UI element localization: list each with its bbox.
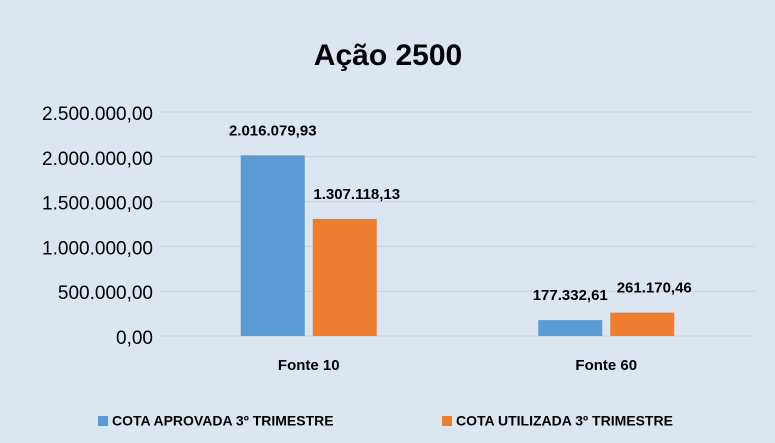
legend-swatch xyxy=(98,416,108,426)
legend-label: COTA APROVADA 3º TRIMESTRE xyxy=(112,413,334,429)
x-tick-label: Fonte 10 xyxy=(278,357,340,374)
y-tick-label: 2.500.000,00 xyxy=(42,104,153,125)
bar xyxy=(538,320,603,336)
y-tick-label: 2.000.000,00 xyxy=(42,149,153,170)
data-label: 177.332,61 xyxy=(533,287,608,304)
legend-swatch xyxy=(442,416,452,426)
x-tick-label: Fonte 60 xyxy=(575,357,637,374)
bar xyxy=(240,155,305,336)
data-label: 261.170,46 xyxy=(617,280,692,297)
y-tick-label: 1.000.000,00 xyxy=(42,238,153,259)
y-tick-label: 1.500.000,00 xyxy=(42,194,153,215)
chart-title: Ação 2500 xyxy=(314,39,462,72)
y-tick-label: 0,00 xyxy=(116,328,153,349)
data-label: 1.307.118,13 xyxy=(313,186,400,203)
legend-label: COTA UTILIZADA 3º TRIMESTRE xyxy=(456,413,673,429)
y-tick-label: 500.000,00 xyxy=(58,283,153,304)
data-label: 2.016.079,93 xyxy=(229,122,317,139)
bar xyxy=(610,312,675,336)
bar xyxy=(312,218,377,336)
